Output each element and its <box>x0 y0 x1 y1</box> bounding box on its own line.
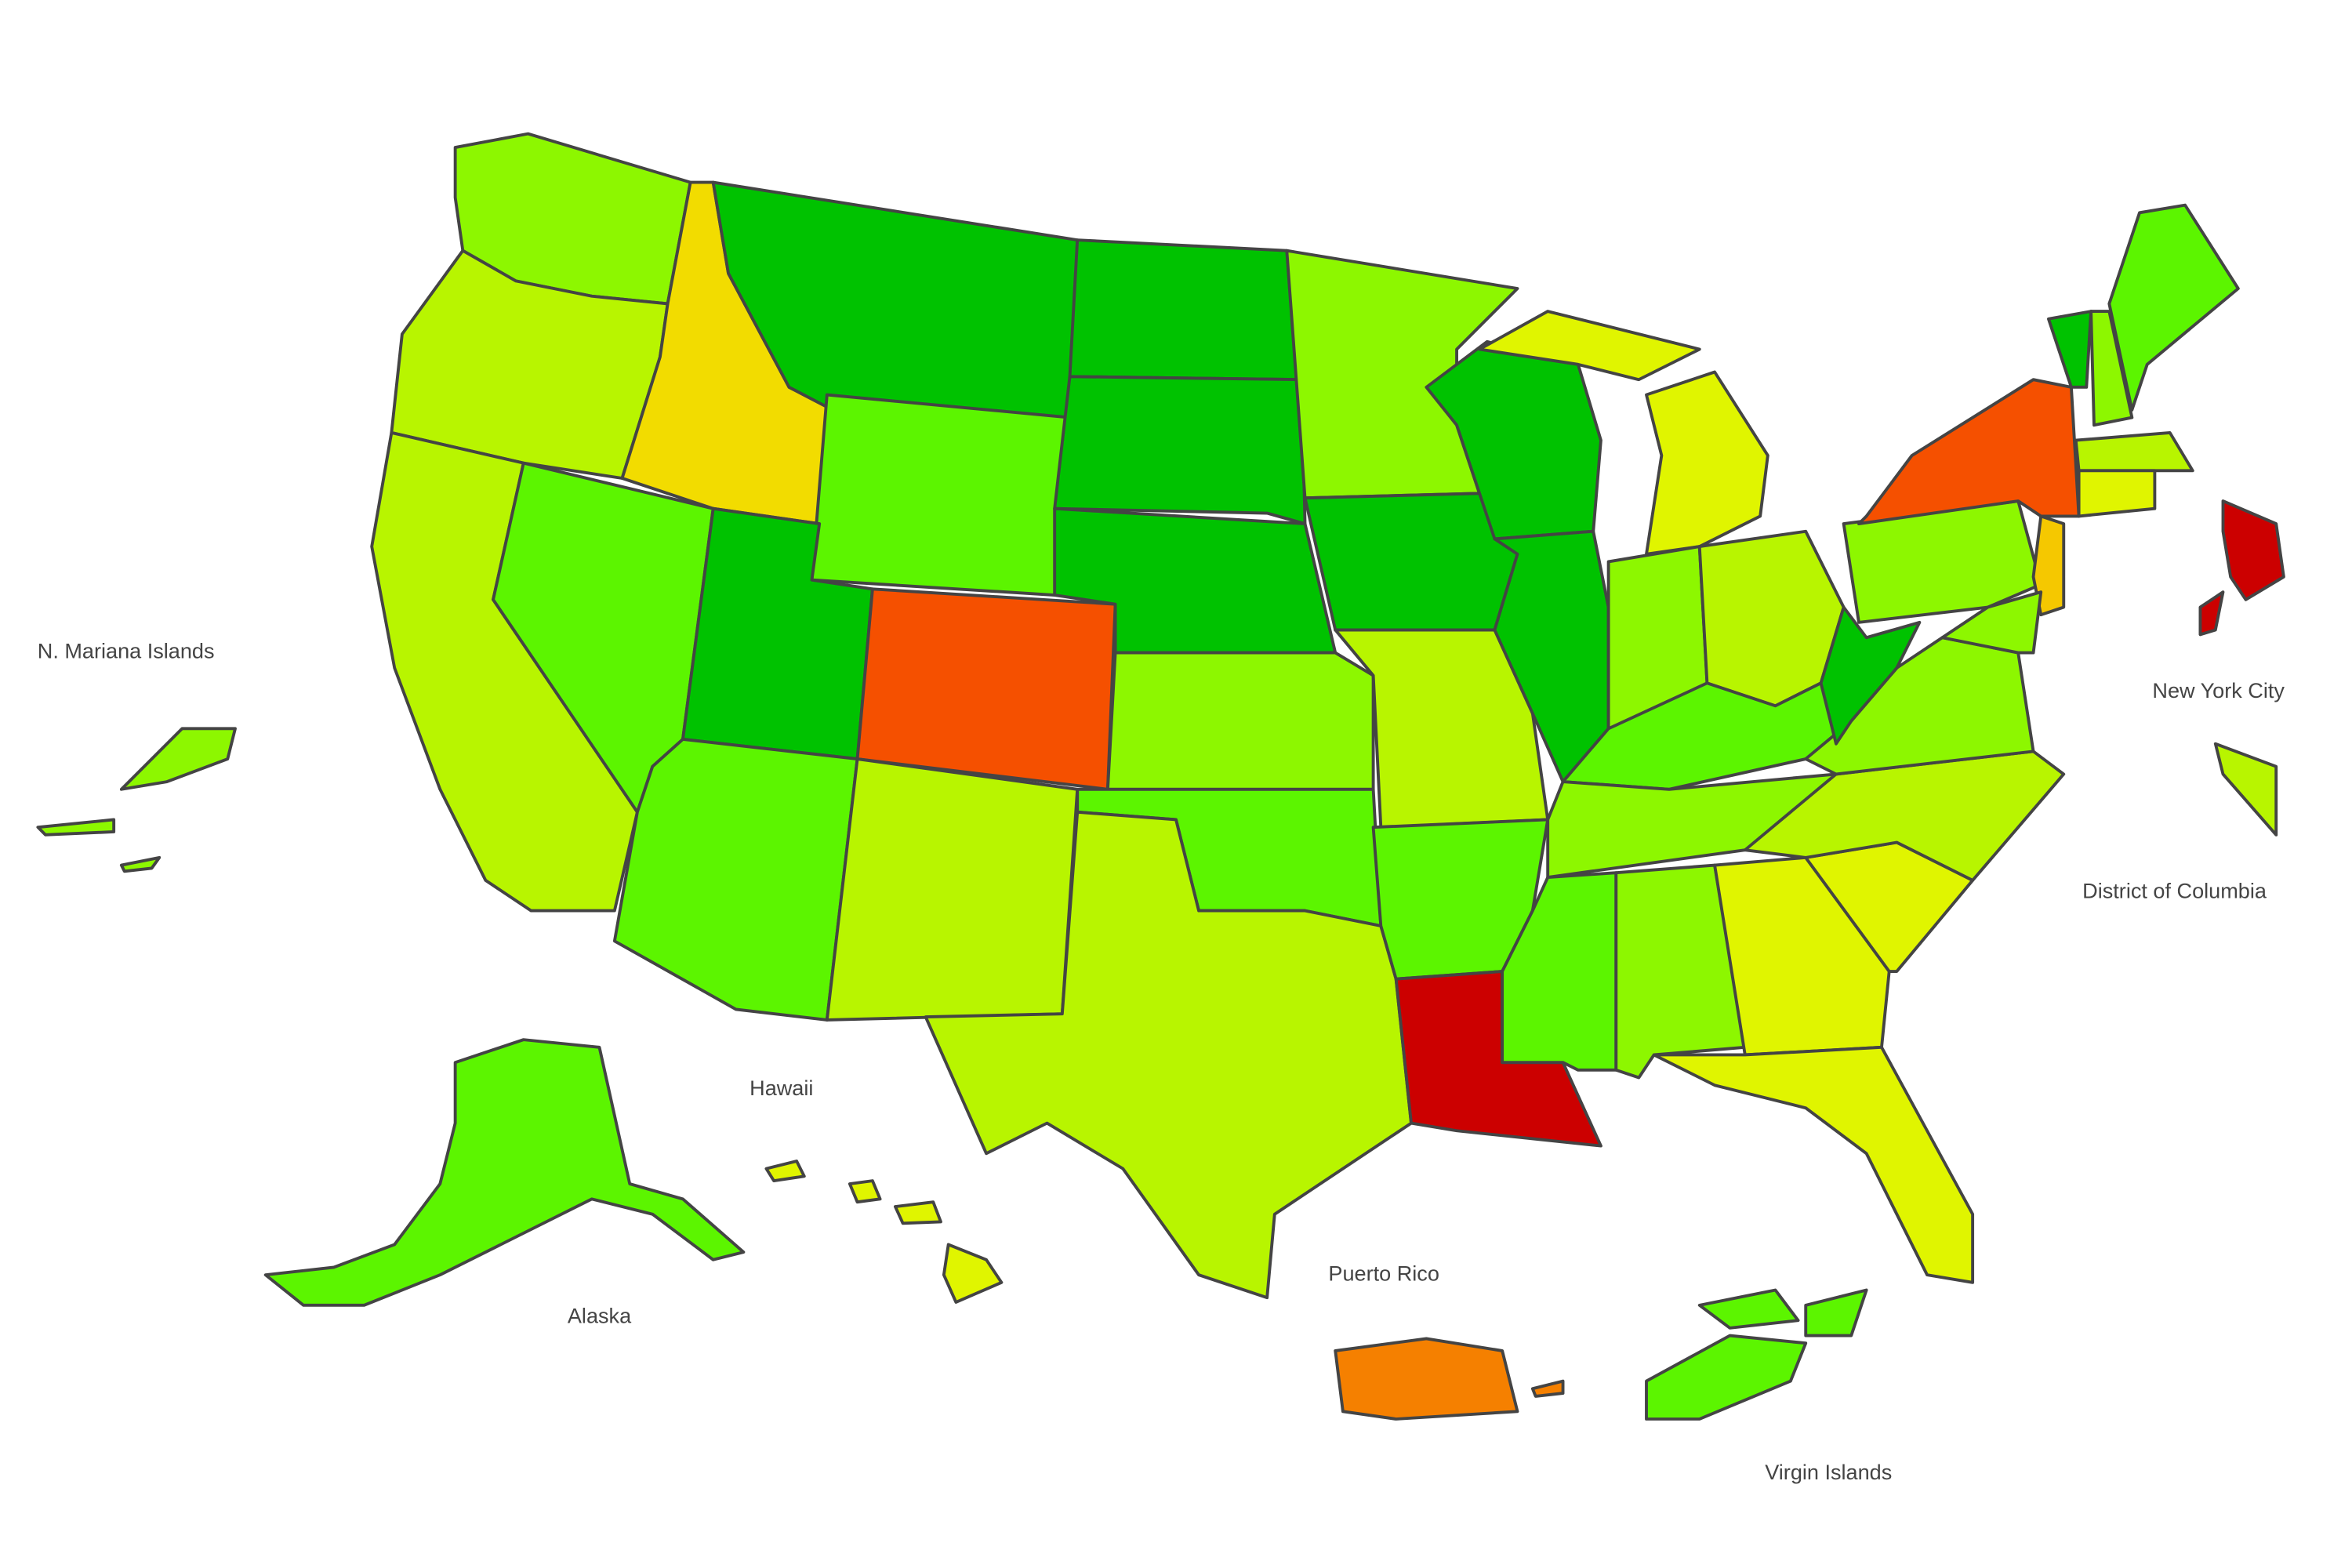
region-shape <box>1334 1337 1519 1421</box>
region-shape <box>2107 203 2240 412</box>
region-shape <box>2077 469 2157 518</box>
region-shape <box>1940 590 2043 655</box>
region-shape <box>1645 1334 1808 1421</box>
region-shape <box>2198 590 2225 637</box>
region-shape <box>942 1243 1004 1304</box>
region-label: Virgin Islands <box>1765 1460 1892 1484</box>
region-shape <box>2213 742 2278 837</box>
region-shape <box>1652 1045 1975 1284</box>
region-label: Alaska <box>568 1303 632 1327</box>
region-shape <box>2031 514 2066 617</box>
region-shape <box>825 757 1080 1022</box>
region-shape <box>1819 605 1922 746</box>
region-shape <box>2089 310 2134 427</box>
region-shape <box>1713 855 1891 1057</box>
region-label: District of Columbia <box>2082 879 2267 903</box>
region-shape <box>2046 310 2093 389</box>
region-shape <box>855 587 1117 791</box>
region-shape <box>894 1200 942 1225</box>
region-shape <box>848 1179 882 1204</box>
region-shape <box>1857 378 2081 525</box>
region-shape <box>1068 238 1304 382</box>
region-shape <box>924 810 1413 1300</box>
region-shape <box>1645 370 1769 556</box>
region-shape <box>810 393 1072 597</box>
region-shape <box>1478 310 1701 382</box>
region-shape <box>263 1038 746 1307</box>
region-label: New York City <box>2152 678 2285 702</box>
region-shape <box>1105 651 1375 791</box>
region-shape <box>1501 871 1618 1072</box>
region-label: Hawaii <box>750 1076 813 1100</box>
region-shape <box>2221 499 2285 601</box>
regions <box>36 132 2285 1421</box>
region-shape <box>119 855 162 873</box>
region-shape <box>1053 375 1307 525</box>
region-shape <box>119 727 237 791</box>
region-label: Puerto Rico <box>1328 1261 1439 1285</box>
region-shape <box>36 818 116 837</box>
region-shape <box>764 1160 806 1183</box>
region-shape <box>1530 1379 1565 1398</box>
region-shape <box>2074 431 2194 473</box>
region-shape <box>1697 1288 1800 1330</box>
region-shape <box>612 737 859 1022</box>
region-shape <box>1804 1288 1868 1338</box>
region-label: N. Mariana Islands <box>38 639 215 663</box>
